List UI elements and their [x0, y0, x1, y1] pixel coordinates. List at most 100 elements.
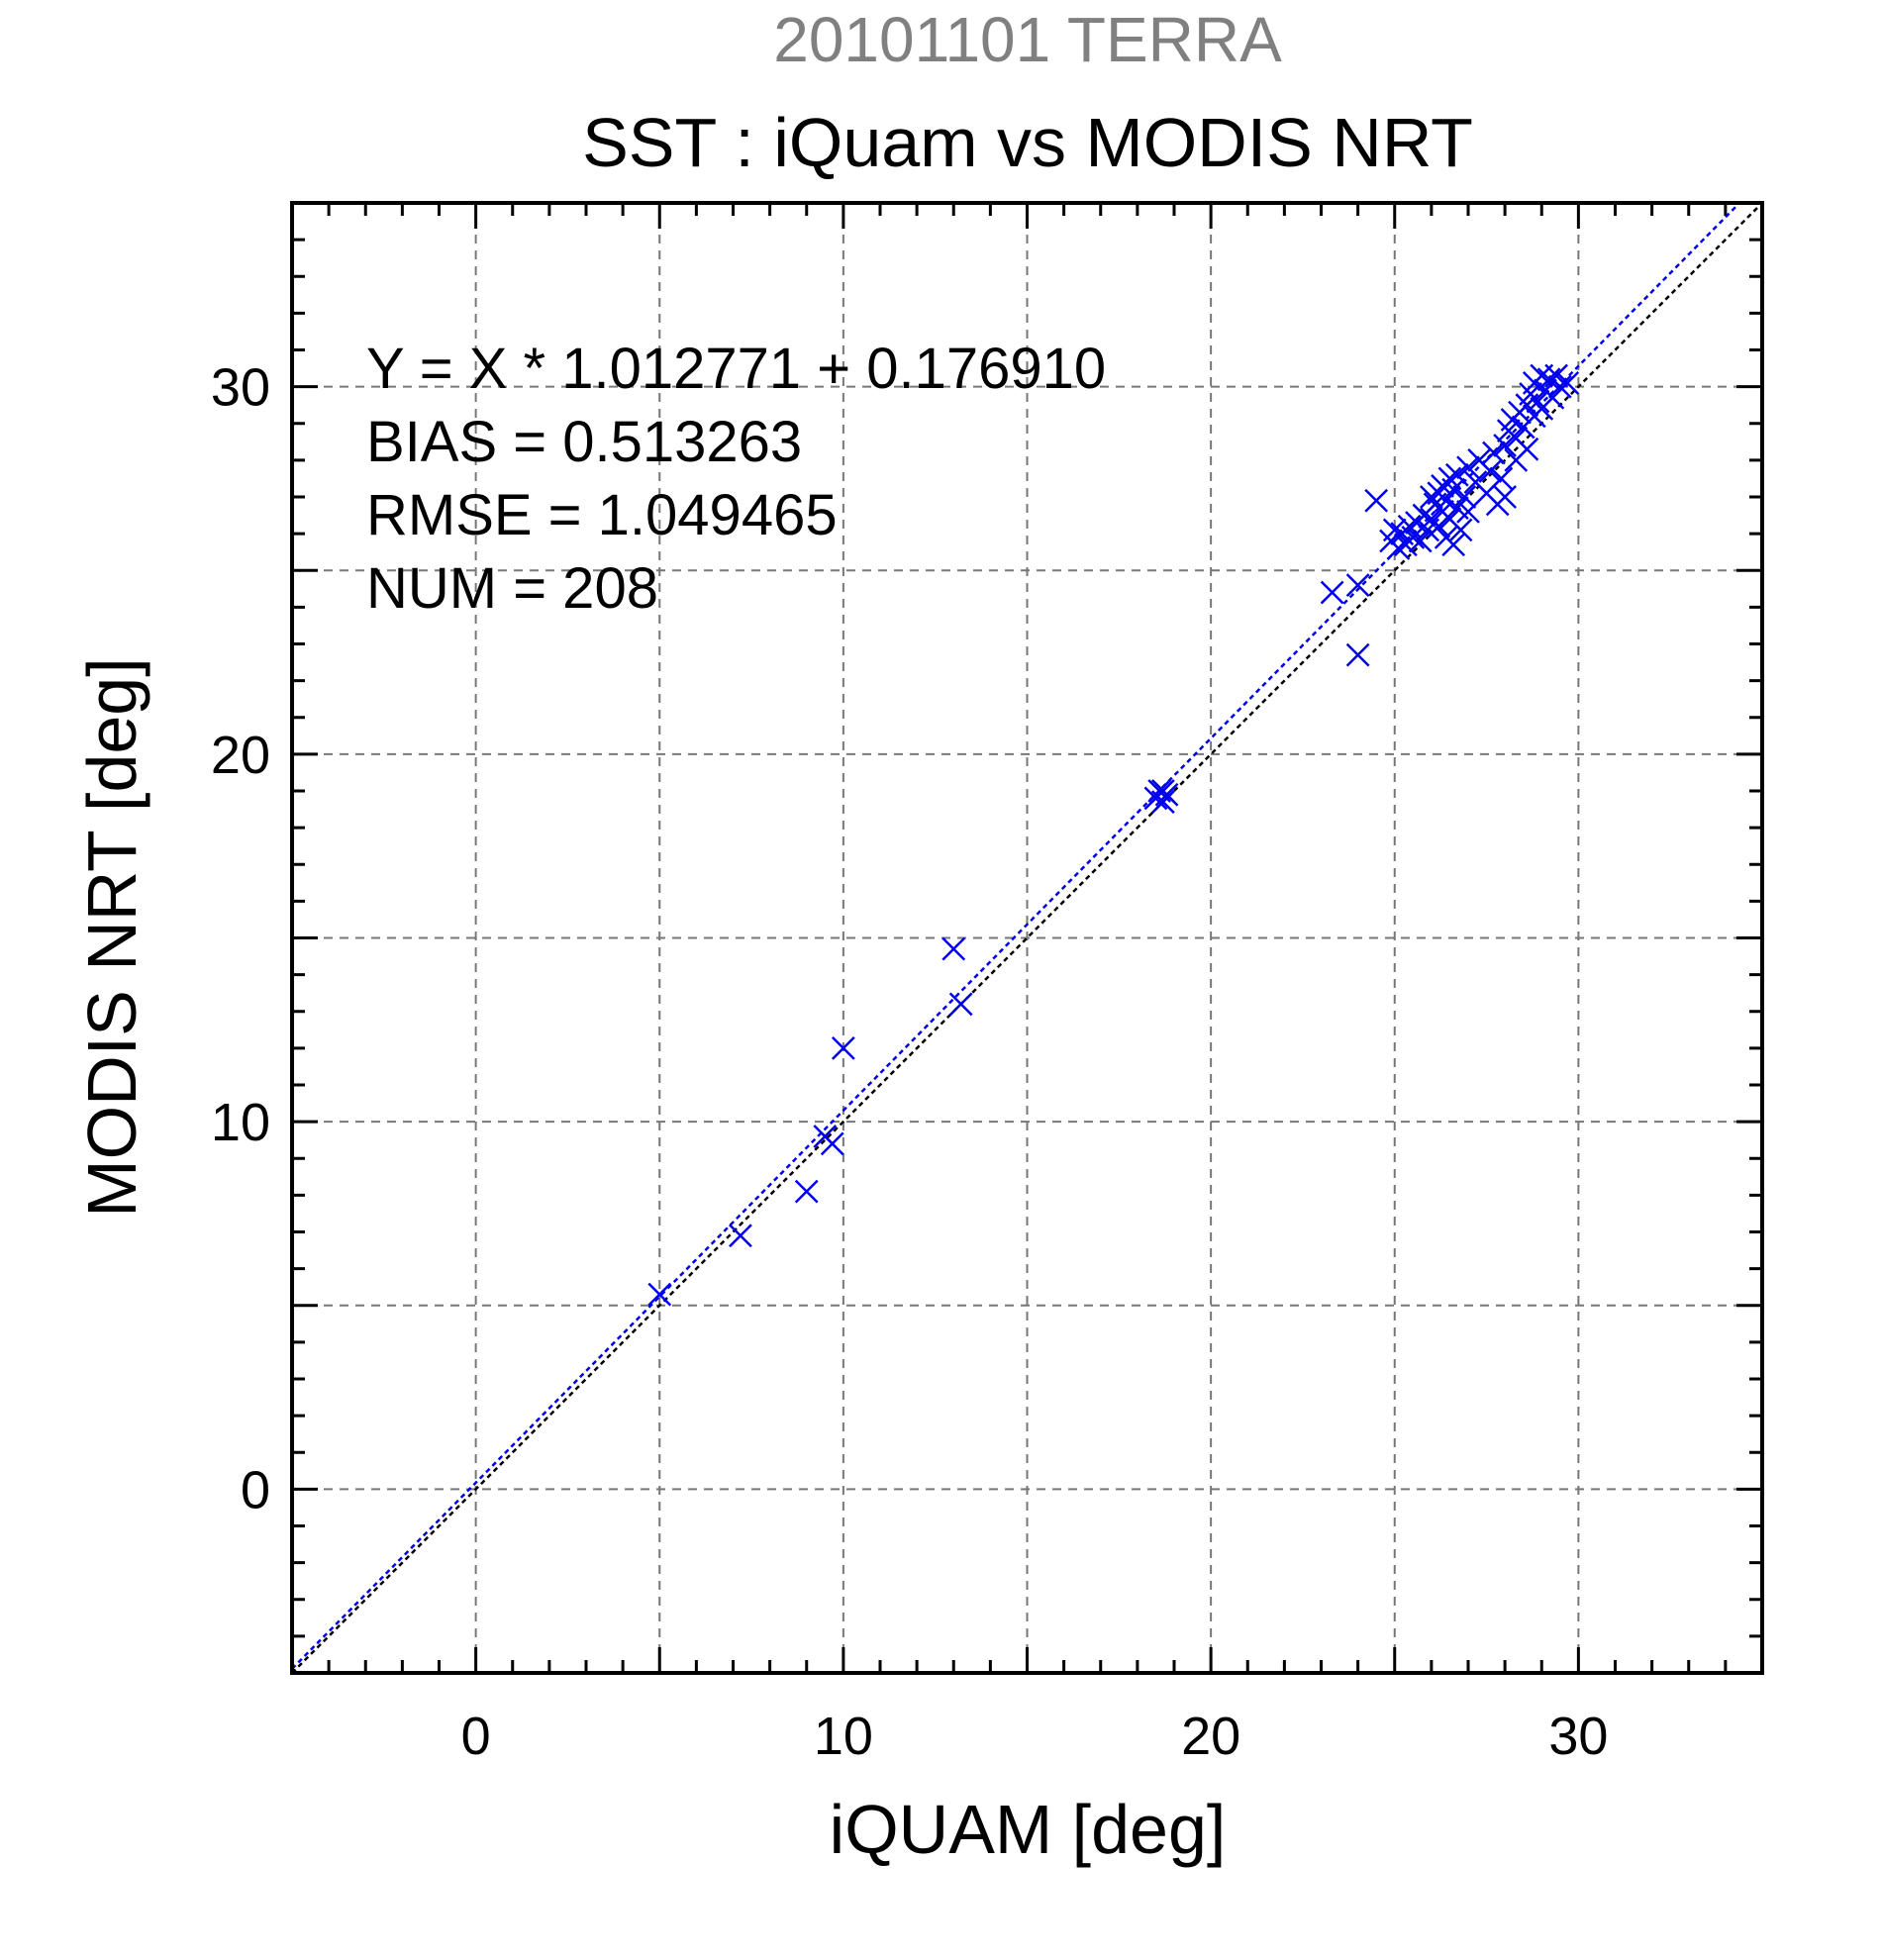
data-point-marker [1536, 367, 1561, 392]
marker-stroke [1437, 466, 1462, 491]
marker-stroke [1547, 374, 1572, 399]
marker-stroke [1444, 462, 1469, 487]
chart-title: SST : iQuam vs MODIS NRT [582, 104, 1473, 181]
data-point-marker [1456, 499, 1480, 524]
marker-stroke [941, 936, 966, 961]
data-point-marker [1456, 455, 1480, 480]
marker-stroke [820, 1131, 844, 1156]
data-point-marker [1526, 389, 1550, 414]
data-point-marker [1493, 434, 1518, 457]
data-point-marker [1482, 441, 1506, 465]
marker-stroke [1364, 488, 1389, 513]
marker-stroke [1544, 363, 1568, 388]
data-point-marker [647, 1282, 672, 1307]
marker-stroke [1397, 514, 1422, 539]
x-tick-label: 10 [814, 1707, 873, 1766]
data-point-marker [831, 1035, 855, 1060]
marker-stroke [1444, 496, 1469, 521]
data-point-marker [1386, 537, 1411, 560]
stats-annotations: Y = X * 1.012771 + 0.176910 BIAS = 0.5132… [366, 337, 1106, 621]
marker-stroke [1482, 441, 1506, 465]
data-point-marker [1515, 437, 1539, 461]
data-point-marker [1382, 518, 1407, 542]
marker-stroke [1452, 485, 1477, 509]
marker-stroke [1478, 459, 1503, 483]
marker-stroke [1489, 466, 1514, 491]
marker-stroke [1386, 537, 1411, 560]
marker-stroke [1493, 434, 1518, 457]
marker-stroke [1441, 533, 1466, 557]
stats-annotation-line: BIAS = 0.513263 [366, 410, 802, 474]
data-point-marker [1320, 580, 1344, 605]
marker-stroke [1456, 499, 1480, 524]
marker-stroke [1320, 580, 1344, 605]
y-tick-label: 30 [211, 358, 270, 418]
marker-stroke [1526, 389, 1550, 414]
x-tick-label: 30 [1548, 1707, 1608, 1766]
marker-stroke [1441, 477, 1466, 502]
marker-stroke [1555, 371, 1580, 395]
x-tick-label: 0 [461, 1707, 491, 1766]
marker-stroke [647, 1282, 672, 1307]
y-tick-label: 10 [211, 1093, 270, 1152]
y-axis-label: MODIS NRT [deg] [73, 657, 150, 1217]
data-point-marker [729, 1224, 752, 1248]
axis-ticks [292, 203, 1762, 1673]
data-point-marker [1408, 529, 1433, 553]
data-point-marker [1555, 371, 1580, 395]
data-point-marker [1452, 485, 1477, 509]
reference-lines [291, 202, 1763, 1674]
marker-stroke [729, 1224, 752, 1248]
identity-line [291, 202, 1763, 1674]
data-point-marker [1441, 533, 1466, 557]
data-point-marker [1441, 477, 1466, 502]
marker-stroke [1401, 525, 1426, 549]
marker-stroke [1147, 779, 1172, 803]
y-tick-label: 20 [211, 726, 270, 785]
marker-stroke [1408, 529, 1433, 553]
marker-stroke [1150, 790, 1175, 815]
x-tick-label: 20 [1181, 1707, 1240, 1766]
data-point-marker [948, 992, 973, 1017]
marker-stroke [1456, 455, 1480, 480]
fit-line [291, 202, 1741, 1670]
data-point-marker [941, 936, 966, 961]
data-point-marker [1547, 374, 1572, 399]
data-point-marker [1364, 488, 1389, 513]
stats-annotation-line: Y = X * 1.012771 + 0.176910 [366, 337, 1106, 401]
plot-frame [290, 201, 1764, 1675]
data-point-marker [1444, 462, 1469, 487]
marker-stroke [1434, 488, 1458, 513]
marker-stroke [1345, 642, 1370, 667]
marker-stroke [1382, 518, 1407, 542]
data-point-marker [1489, 466, 1514, 491]
marker-stroke [1154, 782, 1179, 807]
tick-labels: 0 10 20 30 0 10 20 30 [211, 358, 1608, 1766]
data-points [647, 363, 1580, 1307]
data-point-marker [820, 1131, 844, 1156]
data-point-marker [1478, 459, 1503, 483]
data-point-marker [1493, 485, 1518, 509]
chart-supertitle: 20101101 TERRA [773, 4, 1282, 75]
data-point-marker [1401, 525, 1426, 549]
stats-annotation-line: RMSE = 1.049465 [366, 483, 838, 547]
marker-stroke [1467, 447, 1492, 472]
marker-stroke [1493, 485, 1518, 509]
marker-stroke [1536, 367, 1561, 392]
marker-stroke [1504, 426, 1529, 450]
data-point-marker [1154, 782, 1179, 807]
grid-lines [292, 203, 1762, 1673]
data-point-marker [1434, 488, 1458, 513]
marker-stroke [948, 992, 973, 1017]
data-point-marker [1150, 790, 1175, 815]
data-point-marker [794, 1179, 819, 1204]
marker-stroke [1427, 514, 1451, 539]
marker-stroke [1345, 573, 1370, 597]
stats-annotation-line: NUM = 208 [366, 556, 658, 621]
x-axis-label: iQUAM [deg] [830, 1791, 1227, 1868]
data-point-marker [1448, 518, 1473, 542]
marker-stroke [1515, 437, 1539, 461]
marker-stroke [1437, 507, 1462, 532]
marker-stroke [831, 1035, 855, 1060]
data-point-marker [1427, 514, 1451, 539]
